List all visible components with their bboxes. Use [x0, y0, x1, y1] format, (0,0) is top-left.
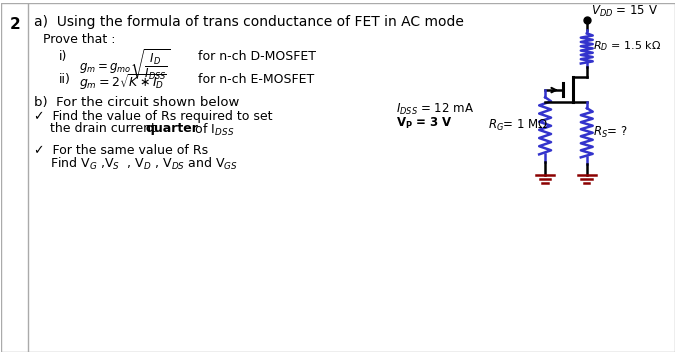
Text: i): i): [59, 50, 67, 63]
Text: $R_S$= ?: $R_S$= ?: [593, 125, 627, 140]
Text: Find V$_G$ ,V$_S$  , V$_D$ , V$_{DS}$ and V$_{GS}$: Find V$_G$ ,V$_S$ , V$_D$ , V$_{DS}$ and…: [50, 156, 238, 172]
Text: the drain current: the drain current: [50, 122, 160, 135]
Text: 2: 2: [10, 17, 20, 32]
Text: ii): ii): [59, 73, 71, 86]
Text: ✓  For the same value of Rs: ✓ For the same value of Rs: [34, 144, 208, 157]
Text: $R_G$= 1 M$\Omega$: $R_G$= 1 M$\Omega$: [488, 118, 548, 133]
Text: quarter: quarter: [145, 122, 198, 135]
Text: Prove that :: Prove that :: [43, 32, 115, 45]
Text: $V_{DD}$ = 15 V: $V_{DD}$ = 15 V: [591, 4, 658, 19]
Text: for n-ch D-MOSFET: for n-ch D-MOSFET: [198, 50, 316, 63]
Text: a)  Using the formula of trans conductance of FET in AC mode: a) Using the formula of trans conductanc…: [34, 15, 464, 29]
Text: for n-ch E-MOSFET: for n-ch E-MOSFET: [198, 73, 314, 86]
Text: b)  For the circuit shown below: b) For the circuit shown below: [34, 96, 240, 109]
Text: of I$_{DSS}$: of I$_{DSS}$: [191, 122, 234, 138]
Text: $g_m=2\sqrt{K \ast I_D}$: $g_m=2\sqrt{K \ast I_D}$: [79, 72, 166, 92]
Text: $I_{DSS}$ = 12 mA: $I_{DSS}$ = 12 mA: [397, 102, 474, 117]
Text: $\mathbf{V_P}$ = 3 V: $\mathbf{V_P}$ = 3 V: [397, 116, 453, 131]
Text: ✓  Find the value of Rs required to set: ✓ Find the value of Rs required to set: [34, 110, 273, 123]
Text: $R_D$ = 1.5 k$\Omega$: $R_D$ = 1.5 k$\Omega$: [593, 39, 661, 54]
Text: $g_m= g_{mo}\sqrt{\dfrac{I_D}{I_{DSS}}}$: $g_m= g_{mo}\sqrt{\dfrac{I_D}{I_{DSS}}}$: [79, 48, 170, 82]
